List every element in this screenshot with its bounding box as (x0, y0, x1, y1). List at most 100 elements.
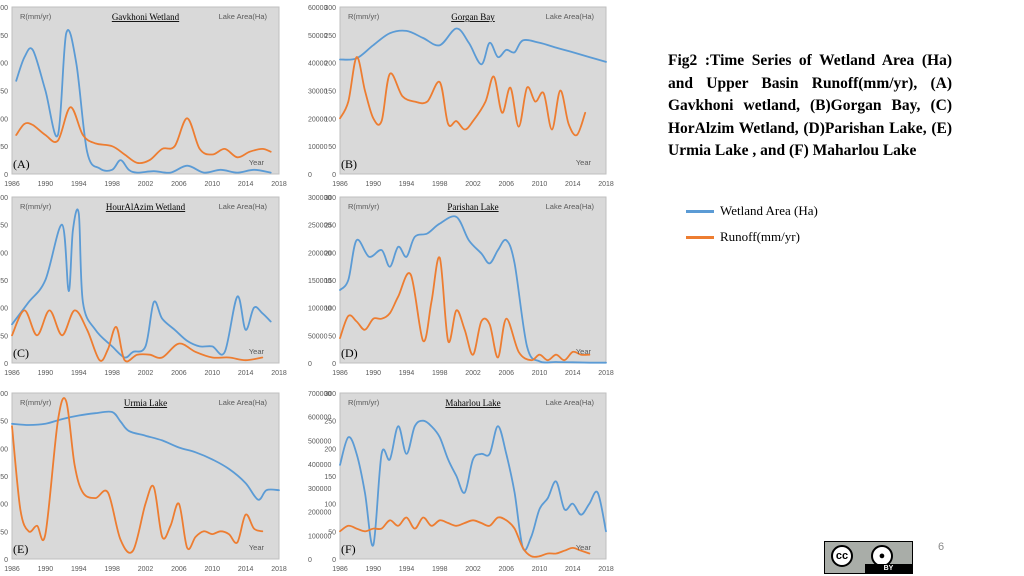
chart-1-x-axis-label: Year (249, 158, 265, 167)
chart-6-left-tick-label: 0 (332, 557, 336, 564)
chart-5-left-tick-label: 0 (4, 557, 8, 564)
chart-1-left-tick-label: 50 (0, 144, 8, 151)
slide-number: 6 (938, 541, 945, 553)
chart-4-title: Parishan Lake (447, 202, 498, 212)
chart-2-x-tick-label: 2010 (532, 181, 548, 188)
chart-1-right-axis-label: Lake Area(Ha) (219, 12, 268, 21)
chart-6-x-tick-label: 1990 (365, 566, 381, 573)
chart-1-title: Gavkhoni Wetland (112, 12, 180, 22)
chart-3-right-tick-label: 300000 (308, 195, 331, 202)
charts-figure: 0501001502002503000100002000030000400005… (0, 5, 614, 573)
chart-5-right-tick-label: 400000 (308, 462, 331, 469)
chart-1-x-tick-label: 2002 (138, 181, 154, 188)
chart-3-x-tick-label: 1998 (104, 370, 120, 377)
chart-5-right-tick-label: 600000 (308, 415, 331, 422)
chart-4-left-tick-label: 0 (332, 361, 336, 368)
chart-5-right-tick-label: 300000 (308, 486, 331, 493)
chart-2-left-tick-label: 250 (324, 33, 336, 40)
chart-1-x-tick-label: 2018 (271, 181, 287, 188)
chart-5-x-tick-label: 1994 (71, 566, 87, 573)
chart-5-x-axis-label: Year (249, 543, 265, 552)
cc-by-license-badge[interactable]: cc ● BY (824, 541, 913, 574)
chart-5-x-tick-label: 1998 (104, 566, 120, 573)
chart-3-left-tick-label: 250 (0, 223, 8, 230)
chart-6-left-tick-label: 50 (328, 529, 336, 536)
chart-3-series-wetland-area-line (11, 208, 272, 359)
chart-4-left-tick-label: 200 (324, 250, 336, 257)
chart-4-right-axis-label: Lake Area(Ha) (546, 202, 595, 211)
chart-2-panel-label: (B) (341, 157, 357, 171)
chart-4-x-tick-label: 2010 (532, 370, 548, 377)
chart-2-x-tick-label: 1990 (365, 181, 381, 188)
chart-1-left-tick-label: 200 (0, 61, 8, 68)
chart-3-left-tick-label: 50 (0, 333, 8, 340)
chart-6-left-axis-label: R(mm/yr) (348, 398, 380, 407)
chart-5-left-tick-label: 50 (0, 529, 8, 536)
chart-6-left-tick-label: 250 (324, 419, 336, 426)
chart-4-left-axis-label: R(mm/yr) (348, 202, 380, 211)
chart-4-left-tick-label: 50 (328, 333, 336, 340)
legend-item-runoff: Runoff(mm/yr) (686, 224, 818, 250)
chart-4-left-tick-label: 150 (324, 278, 336, 285)
chart-1-right-tick-label: 10000 (308, 144, 328, 151)
chart-2-left-tick-label: 200 (324, 61, 336, 68)
chart-5-x-tick-label: 2014 (238, 566, 254, 573)
chart-5-x-tick-label: 2010 (204, 566, 220, 573)
chart-3-left-tick-label: 0 (4, 361, 8, 368)
chart-1-x-tick-label: 1994 (71, 181, 87, 188)
chart-4-left-tick-label: 100 (324, 306, 336, 313)
chart-1-right-tick-label: 40000 (308, 61, 328, 68)
chart-4-x-tick-label: 1986 (332, 370, 348, 377)
chart-6-x-axis-label: Year (576, 543, 592, 552)
legend: Wetland Area (Ha) Runoff(mm/yr) (686, 198, 818, 250)
chart-1-plot-area (11, 6, 280, 175)
chart-1-series-wetland-area-line (15, 29, 272, 174)
chart-1-left-axis-label: R(mm/yr) (20, 12, 52, 21)
chart-3-x-tick-label: 2014 (238, 370, 254, 377)
chart-1-x-tick-label: 1986 (4, 181, 20, 188)
chart-3-x-tick-label: 1990 (38, 370, 54, 377)
chart-1-x-tick-label: 2014 (238, 181, 254, 188)
chart-2-x-tick-label: 1986 (332, 181, 348, 188)
chart-4-series-runoff-line (339, 256, 591, 362)
chart-3-right-tick-label: 0 (308, 361, 312, 368)
chart-3-right-axis-label: Lake Area(Ha) (219, 202, 268, 211)
chart-5-x-tick-label: 2002 (138, 566, 154, 573)
chart-2-left-axis-label: R(mm/yr) (348, 12, 380, 21)
legend-label-runoff: Runoff(mm/yr) (720, 229, 800, 244)
chart-2-x-tick-label: 2018 (598, 181, 614, 188)
chart-5-series-runoff-line (11, 397, 264, 554)
chart-6-right-axis-label: Lake Area(Ha) (546, 398, 595, 407)
chart-6-plot-area (339, 392, 607, 560)
chart-6-x-tick-label: 2002 (465, 566, 481, 573)
chart-1-left-tick-label: 300 (0, 5, 8, 12)
by-label: BY (865, 564, 912, 573)
chart-6-left-tick-label: 200 (324, 446, 336, 453)
chart-6-x-tick-label: 1998 (432, 566, 448, 573)
chart-4-x-tick-label: 2014 (565, 370, 581, 377)
chart-3-panel-label: (C) (13, 346, 29, 360)
chart-5-x-tick-label: 2018 (271, 566, 287, 573)
chart-2-x-tick-label: 2006 (498, 181, 514, 188)
chart-4-x-tick-label: 1994 (399, 370, 415, 377)
legend-swatch-wetland-area (686, 209, 714, 213)
legend-label-wetland-area: Wetland Area (Ha) (720, 203, 818, 218)
chart-3-x-tick-label: 2002 (138, 370, 154, 377)
chart-6-left-tick-label: 150 (324, 474, 336, 481)
chart-1-left-tick-label: 100 (0, 116, 8, 123)
chart-4-panel-label: (D) (341, 346, 358, 360)
chart-2-x-tick-label: 1994 (399, 181, 415, 188)
chart-3-right-tick-label: 200000 (308, 250, 331, 257)
chart-3-left-axis-label: R(mm/yr) (20, 202, 52, 211)
chart-2-x-tick-label: 1998 (432, 181, 448, 188)
chart-3-series-runoff-line (11, 309, 264, 363)
chart-1-x-tick-label: 2010 (204, 181, 220, 188)
chart-6-x-tick-label: 2010 (532, 566, 548, 573)
chart-4-x-tick-label: 1990 (365, 370, 381, 377)
chart-4-series-wetland-area-line (339, 215, 607, 364)
chart-6-series-runoff-line (339, 516, 591, 558)
chart-6-x-tick-label: 1986 (332, 566, 348, 573)
chart-1-panel-label: (A) (13, 157, 30, 171)
legend-swatch-runoff (686, 235, 714, 239)
chart-4-x-tick-label: 2006 (498, 370, 514, 377)
